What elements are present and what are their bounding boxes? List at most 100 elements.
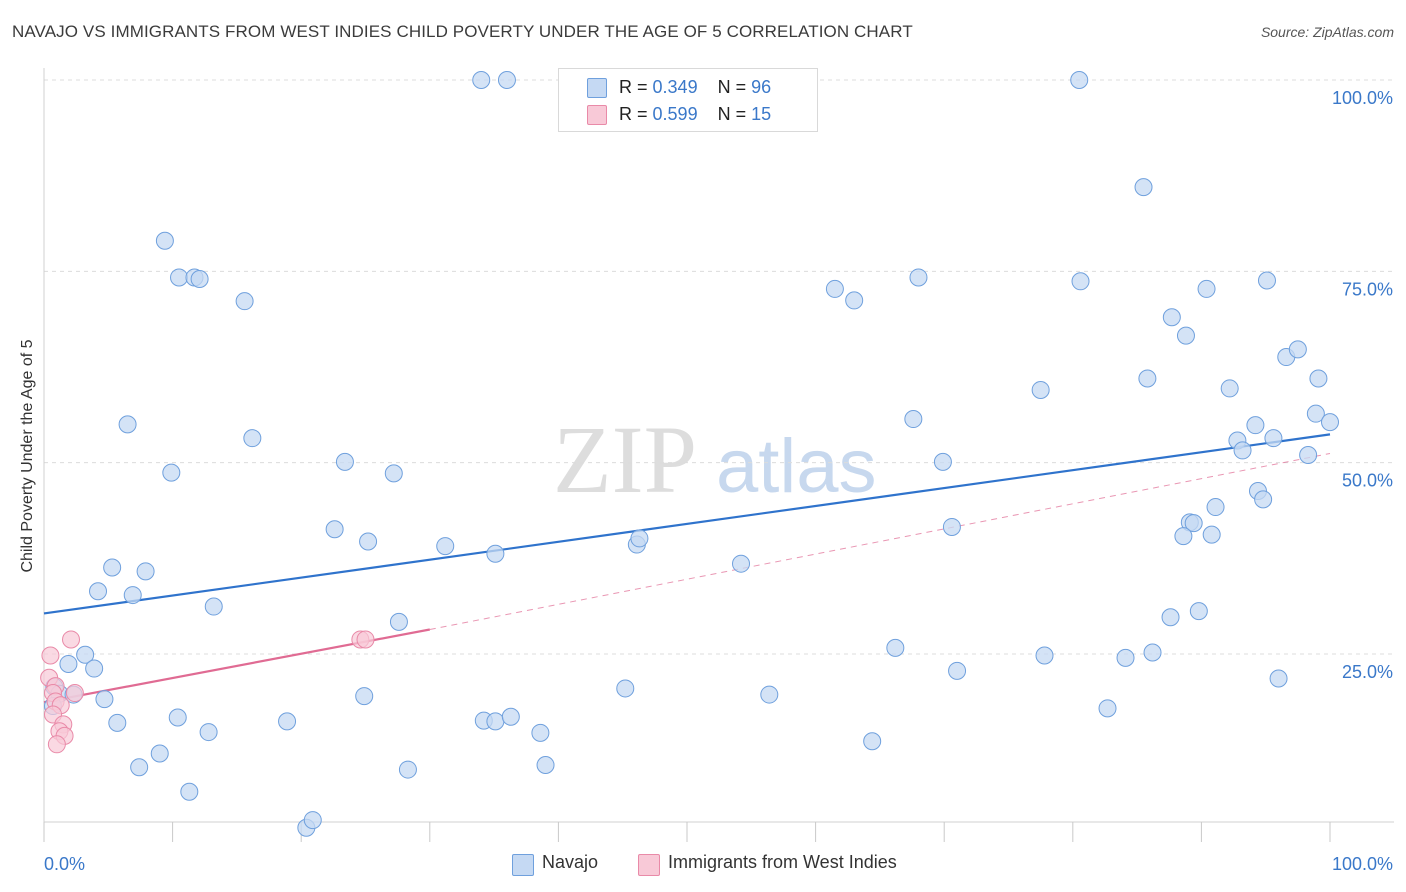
- point-navajo: [155, 231, 174, 250]
- point-navajo: [1174, 527, 1193, 546]
- series-swatch-west-indies: [638, 854, 660, 876]
- y-tick-label: 75.0%: [1342, 279, 1393, 299]
- trend-line-navajo: [43, 433, 1331, 615]
- point-navajo: [1246, 416, 1265, 435]
- point-west-indies: [65, 684, 84, 703]
- x-tick-label: 0.0%: [44, 854, 85, 874]
- point-navajo: [150, 744, 169, 763]
- y-tick-label: 25.0%: [1342, 662, 1393, 682]
- point-navajo: [89, 582, 108, 601]
- watermark-zip: ZIP: [553, 406, 697, 513]
- point-navajo: [389, 612, 408, 631]
- point-navajo: [497, 71, 516, 89]
- point-navajo: [1071, 272, 1090, 291]
- point-navajo: [1070, 71, 1089, 89]
- y-tick-label: 50.0%: [1342, 471, 1393, 491]
- point-west-indies: [47, 735, 66, 754]
- point-navajo: [531, 723, 550, 742]
- point-navajo: [190, 269, 209, 288]
- point-navajo: [384, 464, 403, 483]
- trend-line-west-indies-extended: [429, 452, 1331, 631]
- point-navajo: [1206, 498, 1225, 517]
- point-west-indies: [62, 630, 81, 649]
- point-navajo: [325, 520, 344, 539]
- point-west-indies: [356, 630, 375, 649]
- point-navajo: [536, 755, 555, 774]
- legend-r-label: R =: [619, 103, 648, 124]
- point-navajo: [904, 410, 923, 429]
- point-navajo: [118, 415, 137, 434]
- y-tick-label: 100.0%: [1332, 88, 1393, 108]
- legend-swatch-west-indies: [587, 105, 607, 125]
- point-navajo: [948, 661, 967, 680]
- point-navajo: [1134, 178, 1153, 197]
- series-label-west-indies: Immigrants from West Indies: [668, 852, 897, 872]
- chart-source: Source: ZipAtlas.com: [1260, 24, 1394, 40]
- point-navajo: [108, 713, 127, 732]
- point-navajo: [1138, 369, 1157, 388]
- point-navajo: [1162, 308, 1181, 327]
- point-navajo: [170, 268, 189, 287]
- point-navajo: [1161, 608, 1180, 627]
- point-navajo: [398, 760, 417, 779]
- point-navajo: [1098, 699, 1117, 718]
- point-navajo: [204, 597, 223, 616]
- series-label-navajo: Navajo: [542, 852, 599, 872]
- point-navajo: [1306, 404, 1325, 423]
- point-navajo: [1176, 326, 1195, 345]
- point-navajo: [95, 690, 114, 709]
- point-navajo: [103, 558, 122, 577]
- series-swatch-navajo: [512, 854, 534, 876]
- point-navajo: [909, 268, 928, 287]
- point-navajo: [180, 782, 199, 801]
- zipatlas-watermark: ZIP atlas: [553, 406, 877, 513]
- point-navajo: [355, 687, 374, 706]
- axes: [43, 68, 1394, 842]
- data-points: [40, 71, 1339, 837]
- point-navajo: [1309, 369, 1328, 388]
- point-navajo: [123, 586, 142, 605]
- point-navajo: [1220, 379, 1239, 398]
- point-navajo: [76, 645, 95, 664]
- chart-title: NAVAJO VS IMMIGRANTS FROM WEST INDIES CH…: [12, 22, 913, 41]
- point-navajo: [303, 811, 322, 830]
- point-navajo: [616, 679, 635, 698]
- legend-r-value-navajo: 0.349: [652, 76, 698, 97]
- point-navajo: [863, 732, 882, 751]
- point-navajo: [130, 758, 149, 777]
- legend-r-value-west-indies: 0.599: [652, 103, 698, 124]
- point-navajo: [168, 708, 187, 727]
- point-navajo: [85, 659, 104, 678]
- point-navajo: [162, 463, 181, 482]
- watermark-atlas: atlas: [716, 424, 877, 509]
- point-navajo: [1254, 490, 1273, 509]
- point-navajo: [1269, 669, 1288, 688]
- point-navajo: [1197, 279, 1216, 298]
- point-navajo: [278, 712, 297, 731]
- point-navajo: [760, 685, 779, 704]
- point-navajo: [886, 638, 905, 657]
- point-navajo: [243, 429, 262, 448]
- point-navajo: [136, 562, 155, 581]
- point-navajo: [933, 452, 952, 471]
- point-navajo: [1031, 380, 1050, 399]
- point-west-indies: [41, 646, 60, 665]
- legend-n-label: N =: [717, 76, 747, 97]
- point-navajo: [825, 279, 844, 298]
- point-navajo: [1143, 643, 1162, 662]
- gridlines: [44, 79, 1394, 655]
- point-navajo: [59, 654, 78, 673]
- point-navajo: [1035, 646, 1054, 665]
- point-navajo: [1288, 340, 1307, 359]
- point-navajo: [1116, 648, 1135, 667]
- point-navajo: [1257, 271, 1276, 290]
- correlation-legend: R = 0.349 N = 96 R = 0.599 N = 15: [558, 68, 818, 132]
- point-navajo: [501, 707, 520, 726]
- point-navajo: [199, 723, 218, 742]
- point-navajo: [630, 529, 649, 548]
- legend-swatch-navajo: [587, 78, 607, 98]
- point-navajo: [1184, 514, 1203, 533]
- point-navajo: [359, 532, 378, 551]
- point-navajo: [335, 452, 354, 471]
